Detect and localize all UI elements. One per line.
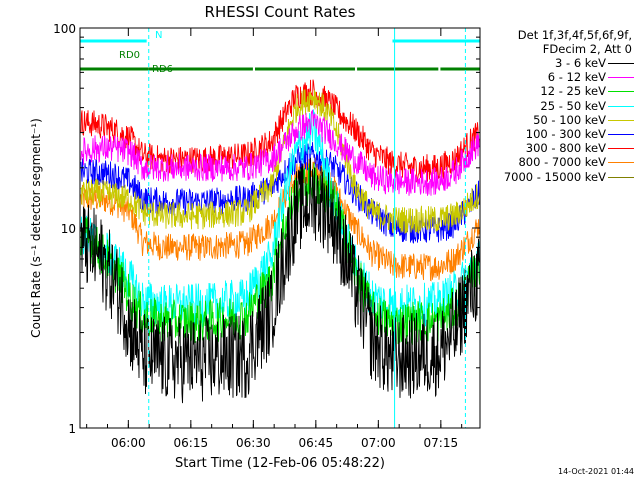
- chart-title: RHESSI Count Rates: [205, 3, 356, 21]
- x-tick-label: 06:30: [236, 436, 271, 450]
- legend-entry: 3 - 6 keV: [478, 56, 638, 70]
- series-line: [80, 157, 480, 404]
- legend-entry: 50 - 100 keV: [478, 113, 638, 127]
- flag-label: RD0: [119, 50, 140, 61]
- legend-header-detectors: Det 1f,3f,4f,5f,6f,9f,: [517, 28, 632, 42]
- y-tick-label: 100: [53, 22, 76, 36]
- y-axis-label: Count Rate (s⁻¹ detector segment⁻¹): [29, 118, 43, 338]
- series-line: [80, 79, 480, 183]
- legend-swatch: [608, 63, 634, 64]
- x-tick-label: 07:15: [424, 436, 459, 450]
- legend-entry-label: 7000 - 15000 keV: [503, 169, 606, 184]
- legend-swatch: [608, 119, 634, 121]
- legend-entry-label: 50 - 100 keV: [533, 112, 606, 127]
- flag-label: N: [155, 30, 162, 41]
- legend-entry: 12 - 25 keV: [478, 84, 638, 98]
- legend-swatch: [608, 148, 634, 150]
- legend-entry: 100 - 300 keV: [478, 127, 638, 141]
- y-tick-label: 1: [68, 422, 76, 436]
- legend-swatch: [608, 176, 634, 178]
- legend-entry-label: 100 - 300 keV: [525, 126, 606, 141]
- x-tick-label: 06:00: [111, 436, 146, 450]
- legend-entry: 300 - 800 keV: [478, 141, 638, 155]
- legend-entry: 7000 - 15000 keV: [478, 170, 638, 184]
- series-line: [80, 109, 480, 196]
- legend: Det 1f,3f,4f,5f,6f,9f, FDecim 2, Att 0 3…: [478, 28, 638, 184]
- legend-entry-label: 3 - 6 keV: [555, 56, 606, 70]
- legend-entry: 800 - 7000 keV: [478, 155, 638, 169]
- legend-entry-label: 800 - 7000 keV: [518, 155, 606, 170]
- legend-entry: 6 - 12 keV: [478, 70, 638, 84]
- legend-swatch: [608, 77, 634, 79]
- x-tick-label: 07:00: [361, 436, 396, 450]
- legend-entry-label: 25 - 50 keV: [540, 98, 606, 113]
- series-line: [80, 163, 480, 346]
- legend-entry-label: 12 - 25 keV: [540, 84, 606, 99]
- x-axis-label: Start Time (12-Feb-06 05:48:22): [175, 456, 385, 471]
- legend-swatch: [608, 162, 634, 164]
- legend-swatch: [608, 91, 634, 93]
- timestamp: 14-Oct-2021 01:44: [558, 467, 634, 476]
- legend-swatch: [608, 105, 634, 107]
- legend-header-decimation: FDecim 2, Att 0: [542, 42, 632, 56]
- x-tick-label: 06:45: [299, 436, 334, 450]
- legend-entry: 25 - 50 keV: [478, 99, 638, 113]
- legend-entry-label: 6 - 12 keV: [547, 70, 606, 85]
- x-tick-label: 06:15: [174, 436, 209, 450]
- series-line: [80, 109, 480, 328]
- legend-entry-label: 300 - 800 keV: [525, 141, 606, 156]
- flag-label: RD6: [152, 64, 173, 75]
- legend-swatch: [608, 133, 634, 135]
- y-tick-label: 10: [61, 222, 76, 236]
